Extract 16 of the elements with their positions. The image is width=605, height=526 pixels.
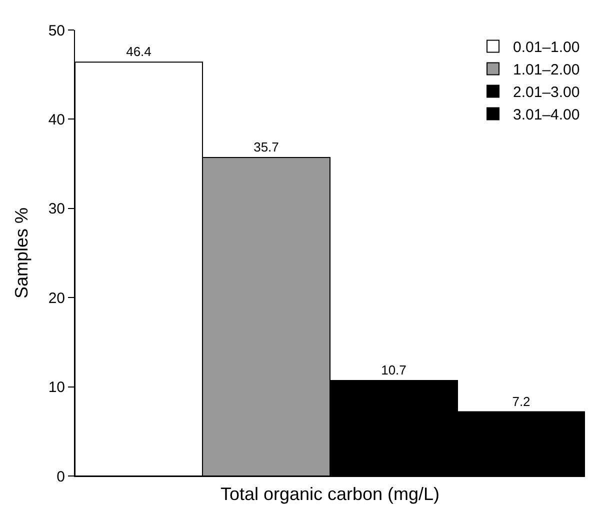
- legend-label: 0.01–1.00: [513, 39, 580, 56]
- y-tick-label: 0: [56, 468, 65, 486]
- y-tick-label: 10: [48, 379, 65, 396]
- data-label: 35.7: [254, 140, 279, 155]
- y-tick-label: 20: [48, 290, 65, 307]
- legend-label: 2.01–3.00: [513, 84, 580, 102]
- data-label: 7.2: [512, 394, 530, 409]
- y-tick-label: 50: [48, 22, 65, 40]
- legend-label: 3.01–4.00: [513, 106, 580, 124]
- data-label: 46.4: [126, 44, 152, 60]
- y-tick-label: 40: [48, 111, 65, 128]
- x-axis-title: Total organic carbon (mg/L): [220, 484, 440, 504]
- y-axis-title: Samples %: [12, 207, 32, 299]
- legend-label: 1.01–2.00: [513, 62, 580, 79]
- y-tick-label: 30: [48, 200, 65, 218]
- data-label: 10.7: [381, 362, 406, 378]
